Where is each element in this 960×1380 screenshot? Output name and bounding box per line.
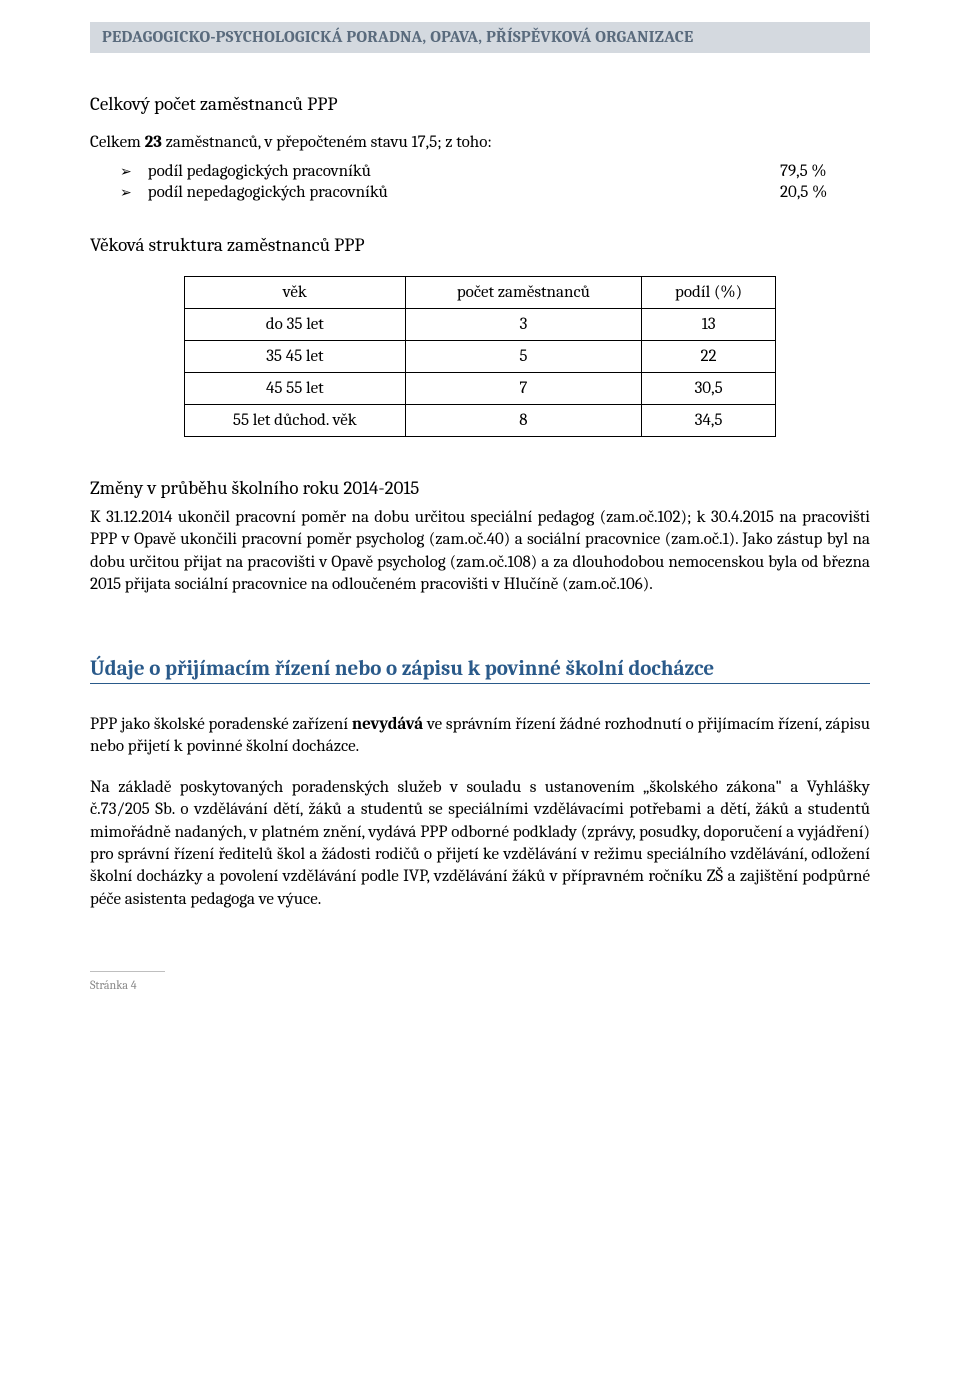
cell: 34,5 xyxy=(641,405,776,437)
footer-divider xyxy=(90,971,165,972)
major-section-title-admissions: Údaje o přijímacím řízení nebo o zápisu … xyxy=(90,657,870,684)
changes-paragraph: K 31.12.2014 ukončil pracovní poměr na d… xyxy=(90,507,870,597)
table-row: do 35 let 3 13 xyxy=(184,309,776,341)
p1-bold: nevydává xyxy=(352,715,423,734)
cell: 5 xyxy=(406,341,642,373)
cell: 13 xyxy=(641,309,776,341)
table-row: 45 55 let 7 30,5 xyxy=(184,373,776,405)
cell: 30,5 xyxy=(641,373,776,405)
col-header-age: věk xyxy=(184,277,405,309)
intro-paragraph: Celkem 23 zaměstnanců, v přepočteném sta… xyxy=(90,133,870,152)
table-row: 35 45 let 5 22 xyxy=(184,341,776,373)
p1-prefix: PPP jako školské poradenské zařízení xyxy=(90,715,352,734)
bullet-value: 20,5 % xyxy=(780,183,870,202)
bullet-icon: ➢ xyxy=(120,184,132,201)
page-header-bar: PEDAGOGICKO-PSYCHOLOGICKÁ PORADNA, OPAVA… xyxy=(90,22,870,53)
cell: 55 let důchod. věk xyxy=(184,405,405,437)
cell: 3 xyxy=(406,309,642,341)
cell: 35 45 let xyxy=(184,341,405,373)
admissions-paragraph-1: PPP jako školské poradenské zařízení nev… xyxy=(90,714,870,759)
section-title-age-structure: Věková struktura zaměstnanců PPP xyxy=(90,234,870,256)
list-item: ➢ podíl pedagogických pracovníků 79,5 % xyxy=(120,162,870,181)
age-structure-table: věk počet zaměstnanců podíl (%) do 35 le… xyxy=(184,276,777,437)
cell: 8 xyxy=(406,405,642,437)
list-item: ➢ podíl nepedagogických pracovníků 20,5 … xyxy=(120,183,870,202)
cell: 45 55 let xyxy=(184,373,405,405)
table-row: 55 let důchod. věk 8 34,5 xyxy=(184,405,776,437)
section-title-changes: Změny v průběhu školního roku 2014-2015 xyxy=(90,477,870,499)
section-title-total-employees: Celkový počet zaměstnanců PPP xyxy=(90,93,870,115)
intro-suffix: zaměstnanců, v přepočteném stavu 17,5; z… xyxy=(162,133,492,152)
intro-prefix: Celkem xyxy=(90,133,145,152)
bullet-icon: ➢ xyxy=(120,163,132,180)
admissions-paragraph-2: Na základě poskytovaných poradenských sl… xyxy=(90,777,870,912)
bullet-label: podíl nepedagogických pracovníků xyxy=(148,183,780,202)
bullet-value: 79,5 % xyxy=(780,162,870,181)
cell: 22 xyxy=(641,341,776,373)
intro-count: 23 xyxy=(145,133,162,152)
page-footer: Stránka 4 xyxy=(90,978,870,992)
bullet-list: ➢ podíl pedagogických pracovníků 79,5 % … xyxy=(120,162,870,202)
cell: 7 xyxy=(406,373,642,405)
cell: do 35 let xyxy=(184,309,405,341)
col-header-share: podíl (%) xyxy=(641,277,776,309)
table-header-row: věk počet zaměstnanců podíl (%) xyxy=(184,277,776,309)
col-header-count: počet zaměstnanců xyxy=(406,277,642,309)
bullet-label: podíl pedagogických pracovníků xyxy=(148,162,780,181)
